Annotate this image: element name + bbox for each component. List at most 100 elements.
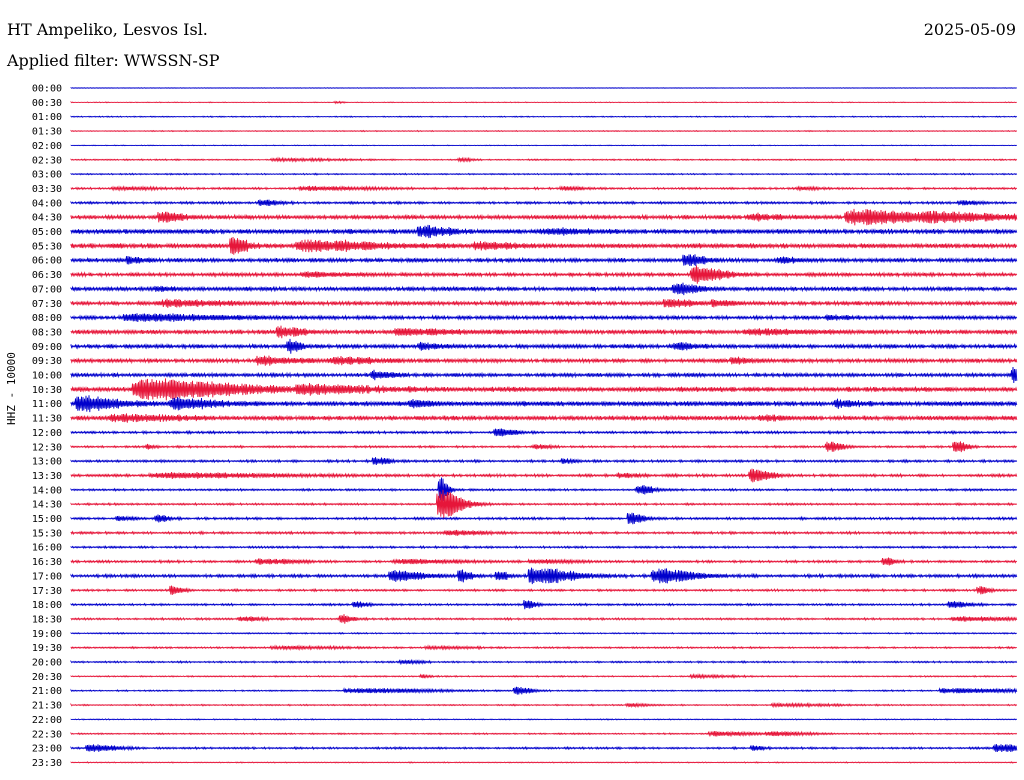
trace-line bbox=[70, 313, 1018, 322]
time-tick-label: 12:00 bbox=[32, 428, 62, 439]
station-title: HT Ampeliko, Lesvos Isl. bbox=[7, 20, 208, 39]
time-tick-label: 06:30 bbox=[32, 270, 62, 281]
trace-line bbox=[70, 529, 1018, 537]
time-tick-label: 22:30 bbox=[32, 729, 62, 740]
time-tick-label: 20:00 bbox=[32, 658, 62, 669]
trace-line bbox=[70, 282, 1018, 296]
time-tick-label: 10:00 bbox=[32, 371, 62, 382]
trace-line bbox=[70, 298, 1018, 308]
time-tick-label: 03:30 bbox=[32, 184, 62, 195]
time-tick-label: 08:00 bbox=[32, 313, 62, 324]
time-tick-label: 20:30 bbox=[32, 672, 62, 683]
trace-line bbox=[70, 673, 1018, 680]
trace-line bbox=[70, 557, 1018, 566]
trace-line bbox=[70, 468, 1018, 483]
trace-line bbox=[70, 208, 1018, 226]
trace-line bbox=[70, 199, 1018, 207]
trace-line bbox=[70, 378, 1018, 401]
time-tick-label: 21:00 bbox=[32, 686, 62, 697]
time-tick-label: 05:00 bbox=[32, 227, 62, 238]
date-label: 2025-05-09 bbox=[923, 20, 1016, 39]
time-tick-label: 17:30 bbox=[32, 586, 62, 597]
time-tick-label: 10:30 bbox=[32, 385, 62, 396]
time-tick-label: 17:00 bbox=[32, 571, 62, 582]
trace-line bbox=[70, 236, 1018, 255]
time-tick-label: 19:30 bbox=[32, 643, 62, 654]
trace-line bbox=[70, 631, 1018, 635]
trace-line bbox=[70, 224, 1018, 239]
trace-line bbox=[70, 599, 1018, 610]
trace-line bbox=[70, 457, 1018, 466]
time-tick-label: 06:00 bbox=[32, 256, 62, 267]
trace-group bbox=[70, 86, 1018, 764]
trace-line bbox=[70, 254, 1018, 267]
time-tick-label: 18:00 bbox=[32, 600, 62, 611]
time-tick-label: 01:00 bbox=[32, 112, 62, 123]
trace-line bbox=[70, 86, 1017, 90]
trace-line bbox=[70, 156, 1018, 163]
trace-line bbox=[70, 644, 1018, 651]
time-tick-label: 04:00 bbox=[32, 198, 62, 209]
trace-line bbox=[70, 115, 1018, 118]
time-tick-label: 23:00 bbox=[32, 744, 62, 755]
time-tick-label: 00:30 bbox=[32, 98, 62, 109]
time-tick-label: 23:30 bbox=[32, 758, 62, 769]
time-tick-label: 08:30 bbox=[32, 327, 62, 338]
trace-line bbox=[70, 395, 1018, 413]
time-tick-label: 22:00 bbox=[32, 715, 62, 726]
time-tick-label: 07:30 bbox=[32, 299, 62, 310]
time-tick-label: 05:30 bbox=[32, 241, 62, 252]
trace-line bbox=[70, 355, 1018, 366]
trace-line bbox=[70, 658, 1018, 666]
time-tick-label: 09:30 bbox=[32, 356, 62, 367]
time-tick-label: 01:30 bbox=[32, 127, 62, 138]
trace-line bbox=[70, 686, 1018, 695]
trace-line bbox=[70, 761, 1018, 764]
trace-line bbox=[70, 338, 1018, 354]
time-tick-label: 14:30 bbox=[32, 500, 62, 511]
trace-line bbox=[70, 701, 1018, 709]
trace-line bbox=[70, 172, 1018, 176]
trace-line bbox=[70, 100, 1017, 105]
time-tick-label: 11:00 bbox=[32, 399, 62, 410]
trace-line bbox=[70, 744, 1018, 753]
trace-line bbox=[70, 366, 1018, 384]
trace-line bbox=[70, 129, 1018, 133]
time-tick-label: 16:30 bbox=[32, 557, 62, 568]
trace-line bbox=[70, 730, 1018, 738]
trace-line bbox=[70, 441, 1018, 453]
time-tick-label: 15:00 bbox=[32, 514, 62, 525]
time-tick-label: 21:30 bbox=[32, 701, 62, 712]
time-tick-label: 07:00 bbox=[32, 284, 62, 295]
time-labels: 00:00 00:30 01:00 01:30 02:00 02:30 03:00 03:30… bbox=[32, 84, 62, 769]
trace-line bbox=[70, 718, 1018, 721]
trace-line bbox=[70, 144, 1018, 147]
time-tick-label: 02:30 bbox=[32, 155, 62, 166]
trace-line bbox=[70, 567, 1018, 585]
trace-line bbox=[70, 614, 1018, 624]
trace-line bbox=[70, 489, 1018, 519]
time-tick-label: 12:30 bbox=[32, 442, 62, 453]
time-tick-label: 09:00 bbox=[32, 342, 62, 353]
trace-line bbox=[70, 325, 1018, 339]
time-tick-label: 03:00 bbox=[32, 170, 62, 181]
time-tick-label: 13:30 bbox=[32, 471, 62, 482]
time-tick-label: 18:30 bbox=[32, 614, 62, 625]
time-tick-label: 16:00 bbox=[32, 543, 62, 554]
filter-label: Applied filter: WWSSN-SP bbox=[7, 51, 220, 70]
trace-line bbox=[70, 185, 1018, 192]
trace-line bbox=[70, 585, 1018, 595]
trace-line bbox=[70, 413, 1018, 423]
trace-line bbox=[70, 477, 1018, 503]
time-tick-label: 04:30 bbox=[32, 213, 62, 224]
trace-line bbox=[70, 544, 1018, 550]
time-tick-label: 14:00 bbox=[32, 485, 62, 496]
time-tick-label: 02:00 bbox=[32, 141, 62, 152]
trace-line bbox=[70, 428, 1018, 437]
time-tick-label: 00:00 bbox=[32, 84, 62, 95]
time-tick-label: 11:30 bbox=[32, 414, 62, 425]
time-tick-label: 19:00 bbox=[32, 629, 62, 640]
time-tick-label: 13:00 bbox=[32, 457, 62, 468]
time-tick-label: 15:30 bbox=[32, 528, 62, 539]
